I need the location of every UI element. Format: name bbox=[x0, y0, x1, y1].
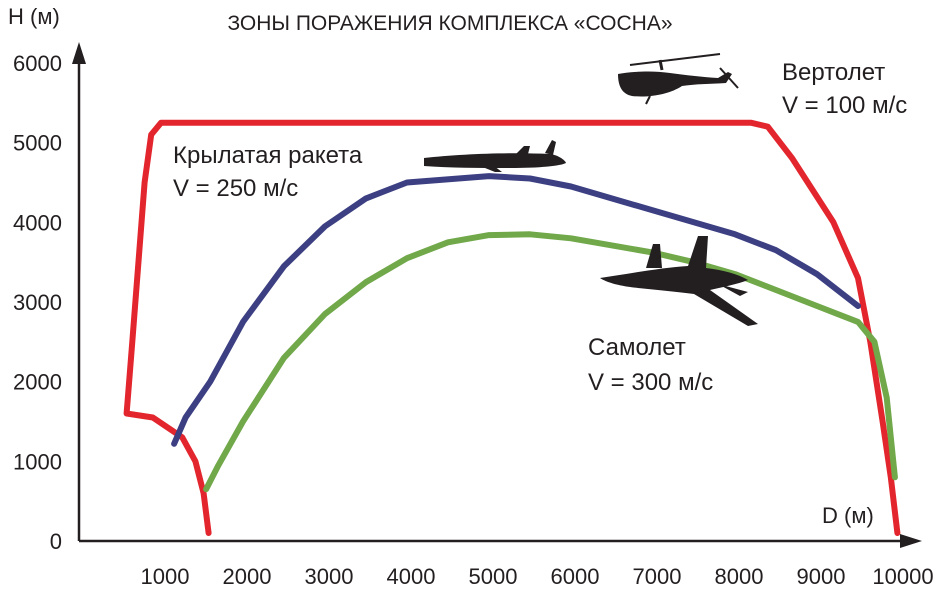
annotation-aircraft-name: Самолет bbox=[588, 334, 686, 361]
y-tick-labels: 0 1000 2000 3000 4000 5000 6000 bbox=[13, 51, 62, 554]
annotation-cruise-missile-name: Крылатая ракета bbox=[173, 142, 363, 169]
y-tick-label: 1000 bbox=[13, 449, 62, 474]
y-axis-arrow bbox=[72, 42, 86, 64]
x-tick-label: 1000 bbox=[141, 564, 190, 589]
cruise-missile-icon bbox=[424, 140, 566, 172]
x-tick-label: 7000 bbox=[633, 564, 682, 589]
annotation-cruise-missile-speed: V = 250 м/с bbox=[173, 175, 298, 202]
annotation-aircraft-speed: V = 300 м/с bbox=[588, 369, 713, 396]
x-tick-label: 9000 bbox=[797, 564, 846, 589]
x-tick-label: 2000 bbox=[223, 564, 272, 589]
annotation-helicopter: Вертолет V = 100 м/с bbox=[782, 59, 907, 119]
series-line-helicopter bbox=[123, 119, 901, 536]
series-line-cruise-missile bbox=[171, 173, 861, 447]
annotation-cruise-missile: Крылатая ракета V = 250 м/с bbox=[173, 142, 363, 202]
chart-title: ЗОНЫ ПОРАЖЕНИЯ КОМПЛЕКСА «СОСНА» bbox=[227, 12, 672, 35]
y-tick-label: 2000 bbox=[13, 370, 62, 395]
x-tick-label: 6000 bbox=[551, 564, 600, 589]
x-tick-label: 4000 bbox=[387, 564, 436, 589]
x-tick-label: 5000 bbox=[469, 564, 518, 589]
helicopter-icon bbox=[618, 53, 739, 105]
x-tick-label: 8000 bbox=[715, 564, 764, 589]
series-lines bbox=[123, 119, 901, 536]
y-axis-label: H (м) bbox=[8, 4, 60, 29]
x-tick-labels: 1000 2000 3000 4000 5000 6000 7000 8000 9000 1000… bbox=[141, 564, 934, 589]
fighter-jet-icon bbox=[600, 236, 758, 326]
y-tick-label: 6000 bbox=[13, 51, 62, 76]
x-axis-arrow bbox=[900, 534, 922, 548]
y-tick-label: 5000 bbox=[13, 131, 62, 156]
axes bbox=[72, 42, 922, 548]
y-tick-label: 3000 bbox=[13, 290, 62, 315]
y-tick-label: 0 bbox=[50, 529, 62, 554]
y-tick-label: 4000 bbox=[13, 210, 62, 235]
x-tick-label: 3000 bbox=[305, 564, 354, 589]
annotation-helicopter-speed: V = 100 м/с bbox=[782, 92, 907, 119]
x-axis-label: D (м) bbox=[822, 503, 874, 528]
annotation-helicopter-name: Вертолет bbox=[782, 59, 885, 86]
annotation-aircraft: Самолет V = 300 м/с bbox=[588, 334, 713, 396]
x-tick-label: 10000 bbox=[872, 564, 933, 589]
series-line-aircraft bbox=[203, 231, 898, 493]
